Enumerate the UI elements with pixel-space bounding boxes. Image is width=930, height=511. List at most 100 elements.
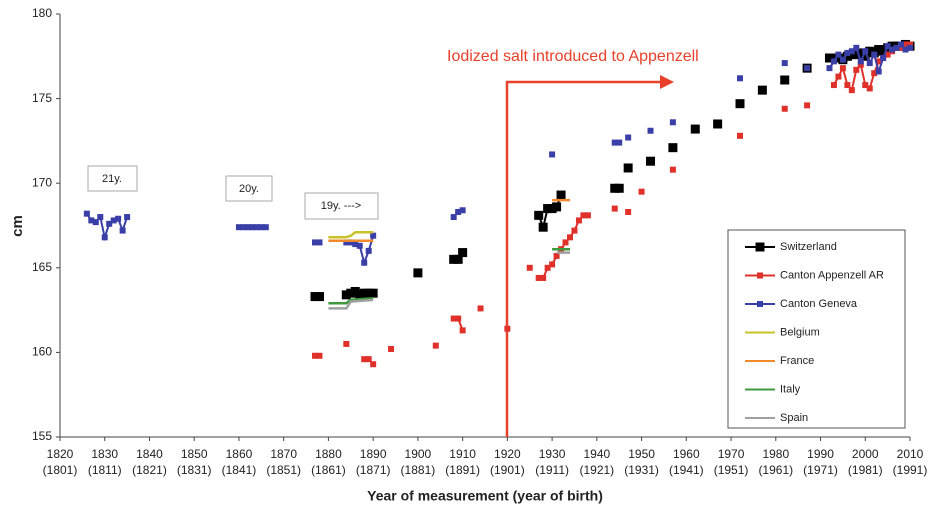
marker (567, 234, 573, 241)
marker (97, 214, 104, 221)
marker (848, 48, 855, 55)
marker (553, 252, 560, 259)
marker (580, 212, 587, 219)
marker (857, 58, 864, 65)
x-tick-label: 1860 (1841) (222, 447, 257, 477)
marker (898, 41, 905, 48)
marker (535, 274, 542, 281)
marker (625, 134, 632, 141)
marker (871, 51, 878, 58)
legend-label: France (780, 355, 814, 367)
legend (727, 229, 906, 429)
x-tick-label: 2010 (1991) (893, 447, 928, 477)
marker (312, 352, 318, 359)
marker (504, 325, 511, 332)
legend-marker (757, 301, 763, 307)
x-tick-label: 1980 (1961) (758, 447, 793, 477)
marker (477, 305, 484, 312)
marker (875, 68, 882, 75)
marker (804, 102, 811, 109)
marker (110, 217, 117, 224)
marker (124, 214, 131, 221)
marker (316, 239, 323, 246)
marker (240, 224, 247, 231)
x-tick-label: 1960 (1941) (669, 447, 704, 477)
x-tick-label: 1830 (1811) (88, 447, 122, 477)
marker (638, 188, 645, 195)
marker (459, 327, 466, 334)
x-tick-label: 1820 (1801) (43, 447, 78, 477)
y-tick-label: 165 (32, 260, 52, 274)
marker (575, 217, 582, 224)
marker (907, 41, 913, 48)
marker (690, 124, 700, 134)
marker (413, 268, 423, 278)
annotation: 21y. (102, 173, 122, 185)
marker (860, 51, 870, 61)
marker (368, 288, 378, 298)
annotation: 19y. ---> (321, 200, 361, 212)
x-tick-label: 2000 (1981) (848, 447, 883, 477)
marker (101, 234, 108, 241)
legend-label: Canton Geneva (780, 298, 858, 310)
marker (839, 65, 846, 72)
marker (737, 75, 743, 82)
legend-label: Belgium (780, 326, 820, 338)
marker (365, 247, 372, 254)
x-tick-label: 1910 (1891) (445, 447, 480, 477)
marker (244, 224, 251, 231)
annotation-box (225, 175, 273, 202)
arrow-head (660, 75, 674, 89)
marker (249, 224, 256, 231)
marker (646, 156, 656, 166)
x-tick-label: 1920 (1901) (490, 447, 525, 477)
x-tick-label: 1940 (1921) (579, 447, 614, 477)
marker (388, 346, 395, 353)
marker (616, 139, 623, 146)
legend-marker (755, 242, 765, 252)
marker (902, 46, 909, 53)
marker (106, 220, 113, 227)
x-tick-label: 1970 (1951) (714, 447, 749, 477)
arrow (505, 80, 668, 437)
marker (343, 239, 350, 246)
marker (781, 105, 788, 112)
marker (571, 227, 578, 234)
marker (889, 46, 896, 53)
marker (848, 87, 855, 94)
marker (262, 224, 269, 231)
marker (534, 210, 544, 220)
marker (844, 82, 851, 89)
marker (757, 85, 767, 95)
marker (871, 70, 878, 77)
marker (826, 65, 833, 72)
marker (857, 61, 864, 68)
x-axis-label: Year of measurement (year of birth) (367, 488, 603, 504)
marker (880, 54, 887, 61)
x-tick-label: 1950 (1931) (624, 447, 659, 477)
marker (737, 132, 743, 139)
marker (88, 217, 95, 224)
marker (361, 259, 368, 266)
x-tick-label: 1880 (1861) (311, 447, 346, 477)
marker (314, 292, 324, 302)
marker (830, 82, 837, 89)
marker (781, 60, 788, 67)
marker (538, 222, 548, 232)
series-line (328, 198, 570, 242)
marker (453, 254, 463, 264)
marker (893, 44, 900, 51)
legend-label: Italy (780, 383, 801, 395)
marker (455, 208, 462, 215)
marker (866, 85, 873, 92)
marker (556, 190, 566, 200)
annotation-box (304, 192, 379, 220)
marker (92, 219, 99, 226)
marker (115, 215, 122, 222)
marker (853, 66, 860, 73)
marker (669, 119, 676, 126)
marker (866, 60, 873, 67)
marker (844, 49, 851, 56)
marker (780, 75, 790, 85)
marker (450, 315, 457, 322)
